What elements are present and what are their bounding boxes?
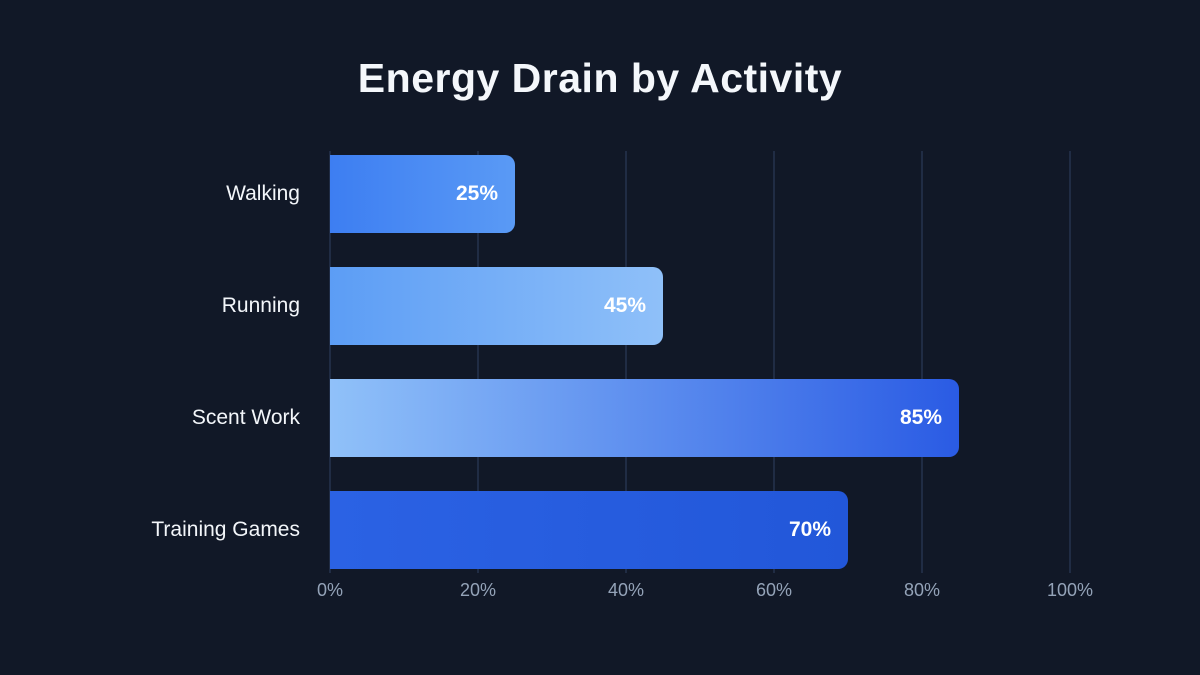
x-tick-label-80: 80% [903,580,941,600]
value-label-running: 45% [603,294,646,317]
value-label-scent-work: 85% [899,406,942,429]
bar-row-running: Running 45% [222,267,1070,345]
bar-row-scent-work: Scent Work 85% [192,379,1070,457]
x-tick-label-20: 20% [459,580,497,600]
bar-training-games: 70% [330,491,848,569]
x-tick-label-100: 100% [1046,580,1094,600]
bar-walking: 25% [330,155,515,233]
bar-row-training-games: Training Games 70% [151,491,1070,569]
bar-row-walking: Walking 25% [226,155,1070,233]
x-axis: 0% 20% 40% 60% 80% 100% [317,580,1093,610]
bar-running: 45% [330,267,663,345]
bar-scent-work: 85% [330,379,959,457]
chart-title: Energy Drain by Activity [357,55,843,101]
value-label-walking: 25% [455,182,498,205]
category-label-running: Running [221,294,300,317]
bar-chart: Walking 25% Running 45% Scent Work 85% Trainin… [151,151,1093,600]
category-label-walking: Walking [226,182,300,205]
category-label-training-games: Training Games [151,518,300,541]
bar-rows: Walking 25% Running 45% Scent Work 85% Trainin… [151,155,1070,569]
x-tick-label-60: 60% [755,580,793,600]
x-tick-label-40: 40% [607,580,645,600]
x-tick-label-0: 0% [316,580,343,600]
category-label-scent-work: Scent Work [191,406,300,429]
value-label-training-games: 70% [788,518,831,541]
